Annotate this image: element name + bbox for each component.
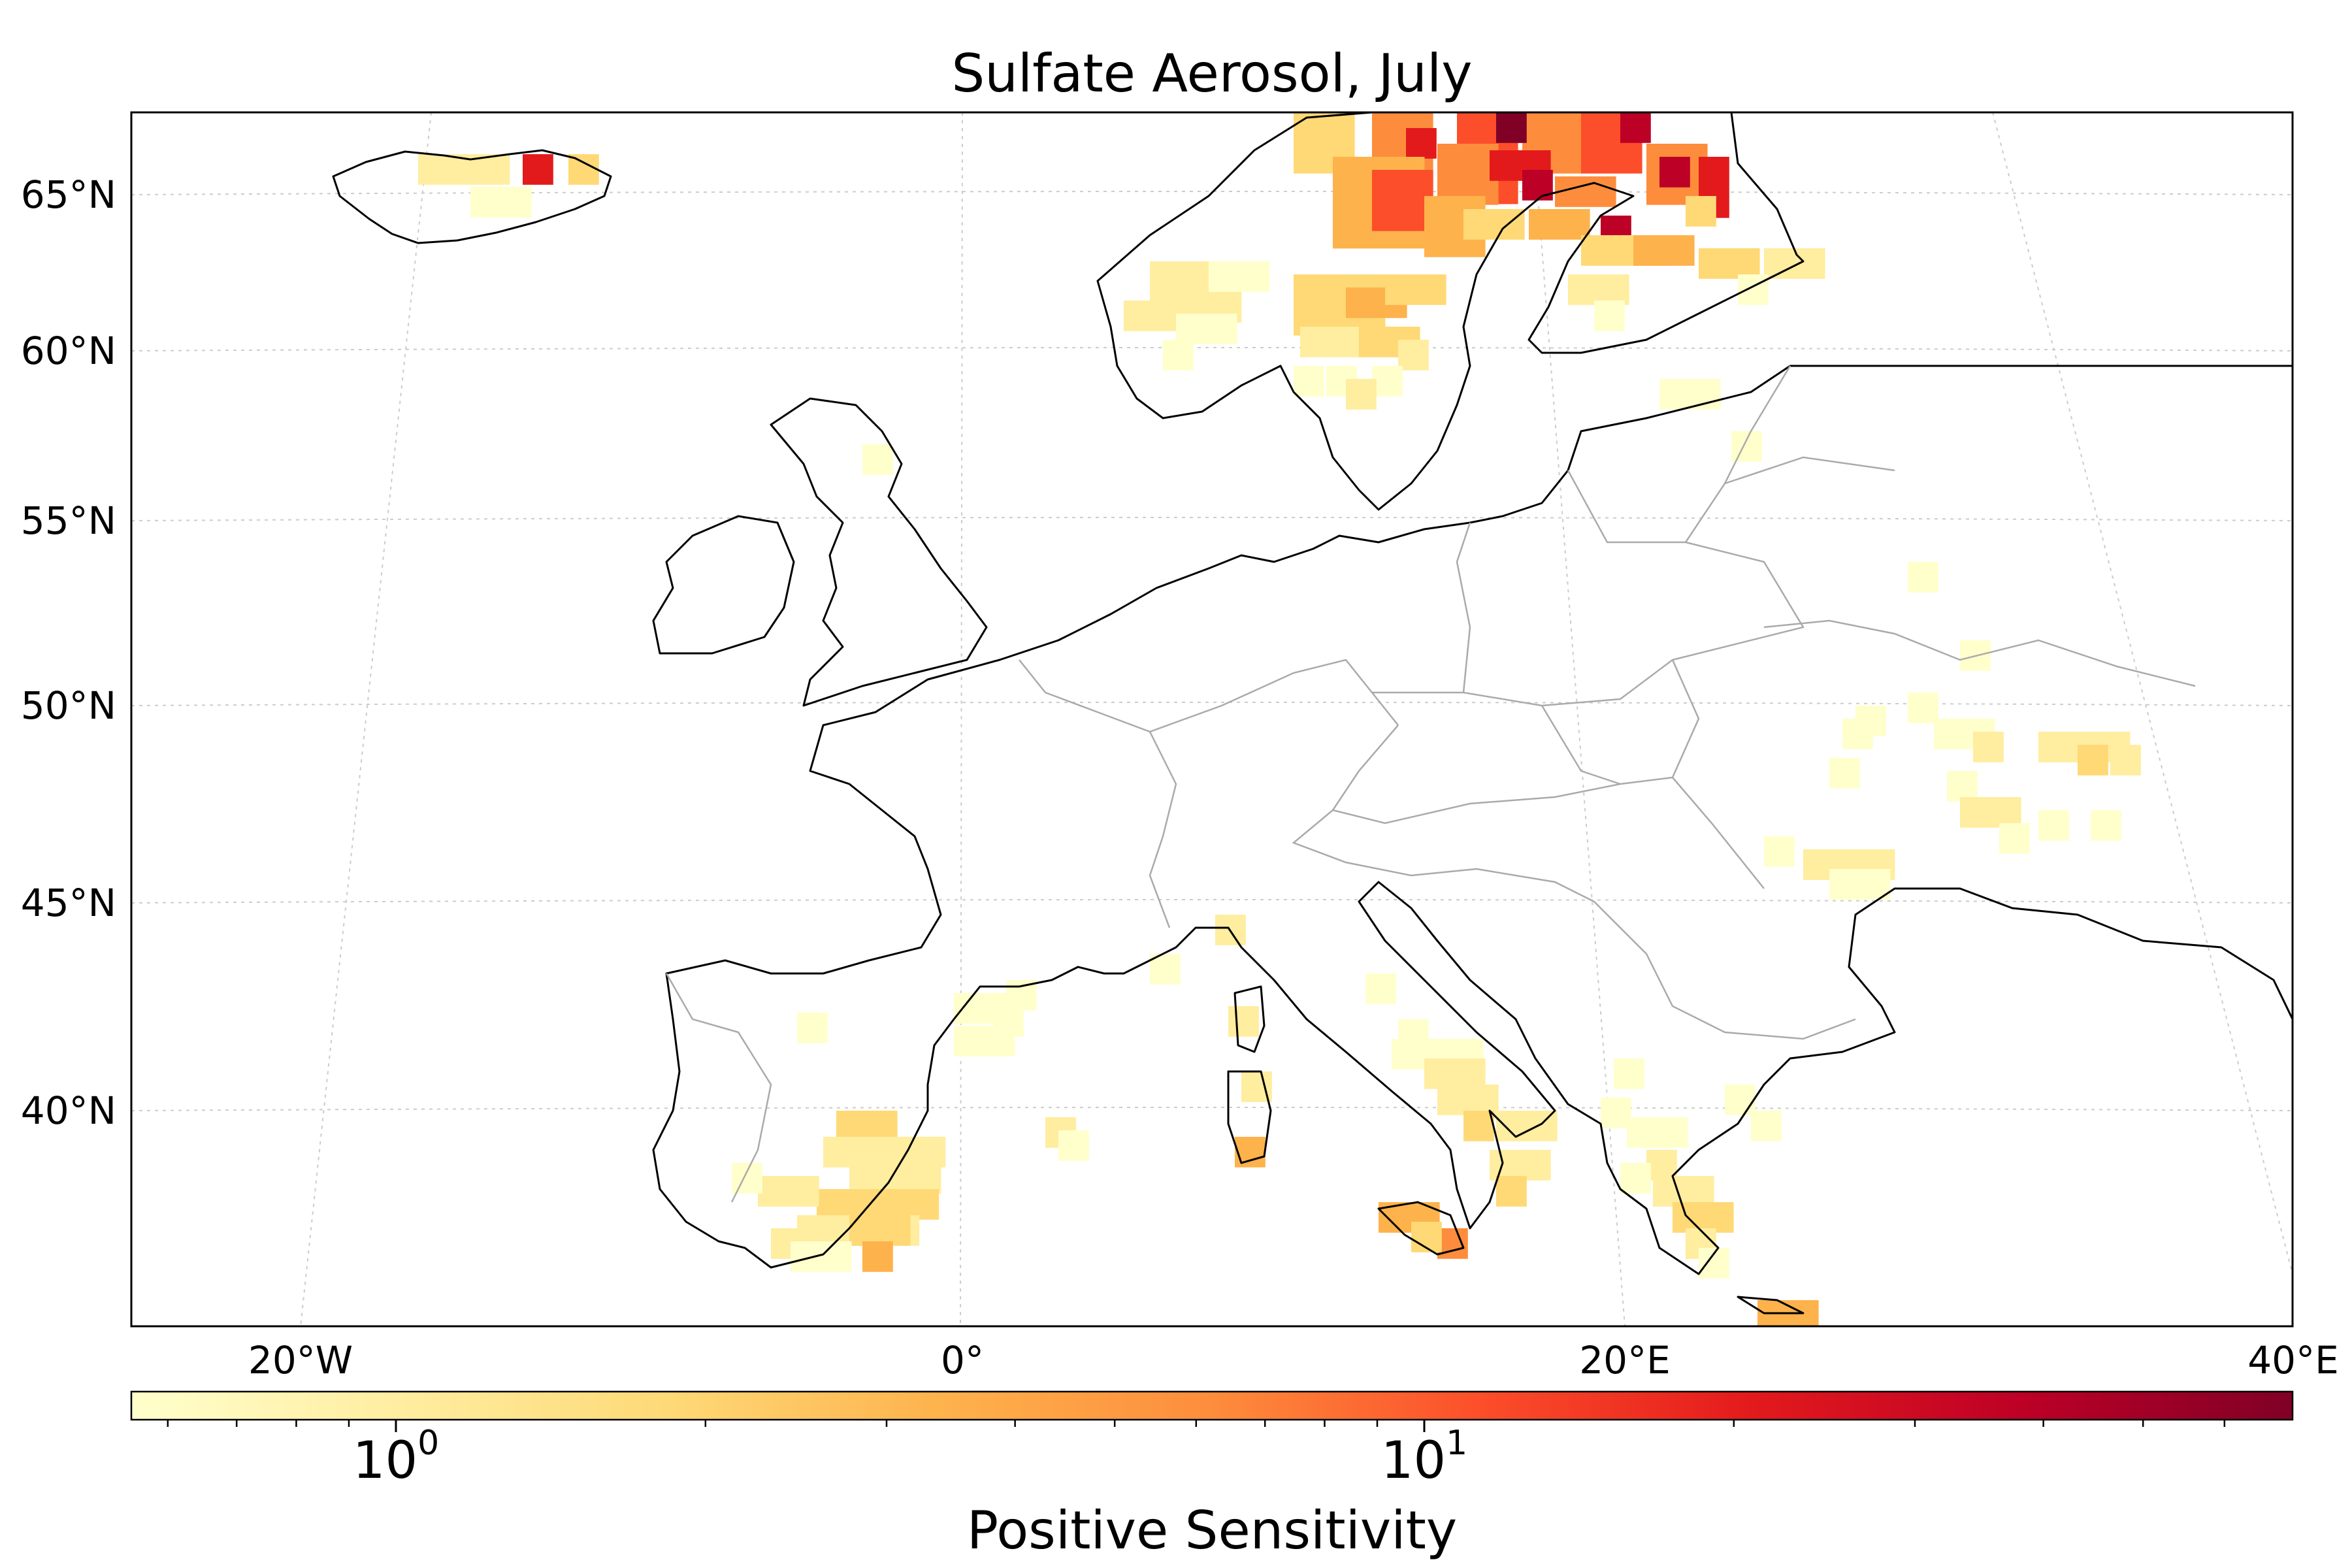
sensitivity-cell xyxy=(1908,693,1938,723)
sensitivity-cell xyxy=(2091,810,2121,841)
sensitivity-cell xyxy=(568,154,599,185)
sensitivity-cell xyxy=(862,1241,893,1272)
sensitivity-cell xyxy=(1437,1085,1499,1115)
sensitivity-cell xyxy=(1568,274,1629,305)
sensitivity-cell xyxy=(1300,327,1362,357)
colorbar-label: Positive Sensitivity xyxy=(967,1500,1457,1561)
sensitivity-cell xyxy=(1209,261,1270,292)
sensitivity-cell xyxy=(1228,1006,1259,1037)
sensitivity-cell xyxy=(1496,1176,1527,1207)
sensitivity-cell xyxy=(1601,1098,1631,1128)
sensitivity-cell xyxy=(1908,562,1938,593)
lon-tick-label: 20°E xyxy=(1579,1338,1670,1382)
colorbar-tick-label: 101 xyxy=(1381,1424,1467,1490)
sensitivity-cell xyxy=(1398,340,1429,370)
lon-tick-label: 40°E xyxy=(2247,1338,2338,1382)
lat-tick-label: 50°N xyxy=(21,683,116,728)
sensitivity-cell xyxy=(1686,196,1716,227)
sensitivity-cell xyxy=(1653,1176,1714,1207)
sensitivity-cell xyxy=(1659,157,1690,188)
sensitivity-cell xyxy=(1725,1085,1756,1115)
sensitivity-cell xyxy=(1365,973,1396,1004)
sensitivity-cell xyxy=(1633,235,1695,266)
lat-tick-label: 40°N xyxy=(21,1088,116,1133)
colorbar-tick-label: 100 xyxy=(353,1424,439,1490)
sensitivity-cell xyxy=(470,187,532,218)
sensitivity-cell xyxy=(1124,301,1185,331)
sensitivity-cell xyxy=(1176,314,1237,344)
sensitivity-cell xyxy=(1829,869,1891,900)
sensitivity-cell xyxy=(1764,248,1825,279)
sensitivity-cell xyxy=(1496,112,1527,143)
sensitivity-cell xyxy=(1424,1058,1486,1089)
sensitivity-cell xyxy=(1406,128,1437,159)
sensitivity-cell xyxy=(2078,745,2108,776)
sensitivity-cell xyxy=(1829,758,1860,789)
lon-tick-labels: 20°W 0° 20°E 40°E xyxy=(248,1338,2339,1382)
lat-tick-labels: 65°N 60°N 55°N 50°N 45°N 40°N xyxy=(21,172,116,1133)
country-borders xyxy=(665,365,2196,1203)
sensitivity-cell xyxy=(849,1215,911,1246)
lat-tick-label: 60°N xyxy=(21,329,116,373)
map-frame xyxy=(130,111,2294,1328)
sensitivity-cell xyxy=(1627,1117,1688,1148)
sensitivity-cell xyxy=(1751,1111,1782,1141)
sensitivity-cell xyxy=(1738,274,1769,305)
lon-tick-label: 0° xyxy=(941,1338,984,1382)
sensitivity-cell xyxy=(849,1163,941,1194)
sensitivity-cell xyxy=(1960,797,2021,828)
sensitivity-cell xyxy=(1620,1163,1651,1194)
sensitivity-cell xyxy=(791,1241,852,1272)
sensitivity-cell xyxy=(732,1163,762,1194)
sensitivity-cell xyxy=(1163,340,1194,370)
sensitivity-cell xyxy=(1973,732,2004,762)
sensitivity-cell xyxy=(1620,112,1651,143)
sensitivity-cell xyxy=(836,1111,898,1141)
sensitivity-cell xyxy=(1999,823,2030,854)
sensitivity-cell xyxy=(862,444,893,475)
colorbar: 100 101 Positive Sensitivity xyxy=(130,1390,2294,1561)
sensitivity-cell xyxy=(1555,176,1616,207)
sensitivity-cell xyxy=(523,154,553,185)
sensitivity-cell xyxy=(993,1006,1024,1037)
sensitivity-cell xyxy=(2038,810,2069,841)
sensitivity-cell xyxy=(1463,1111,1494,1141)
sensitivity-cell xyxy=(1614,1058,1644,1089)
sensitivity-cell xyxy=(2110,745,2141,776)
sensitivity-cell xyxy=(1522,170,1553,201)
sensitivity-cell xyxy=(1372,366,1403,397)
sensitivity-cell xyxy=(1731,431,1762,462)
sensitivity-cell xyxy=(1437,144,1499,205)
sensitivity-cell xyxy=(1659,379,1721,410)
sensitivity-cell xyxy=(1764,836,1795,867)
sensitivity-cell xyxy=(758,1176,819,1207)
sensitivity-cell xyxy=(1346,379,1377,410)
lon-tick-label: 20°W xyxy=(248,1338,353,1382)
lat-tick-label: 65°N xyxy=(21,172,116,217)
sensitivity-cell xyxy=(1947,771,1978,802)
sensitivity-cell xyxy=(1673,1202,1734,1233)
lat-tick-label: 55°N xyxy=(21,498,116,543)
sensitivity-cell xyxy=(1385,274,1446,305)
sensitivity-cell xyxy=(1058,1130,1089,1161)
map-title: Sulfate Aerosol, July xyxy=(951,43,1472,104)
sensitivity-cell xyxy=(1855,706,1886,736)
sensitivity-cell xyxy=(1372,170,1433,231)
colorbar-gradient xyxy=(130,1390,2294,1421)
sensitivity-cell xyxy=(1594,301,1625,331)
lat-tick-label: 45°N xyxy=(21,881,116,925)
sensitivity-cell xyxy=(1496,1111,1558,1141)
sensitivity-cell xyxy=(797,1013,828,1043)
sensitivity-cell xyxy=(1699,248,1760,279)
colorbar-minor-ticks xyxy=(167,1420,2226,1427)
sensitivity-cell xyxy=(823,1137,946,1168)
sensitivity-cell xyxy=(1235,1137,1266,1168)
map-area xyxy=(131,112,2293,1326)
sensitivity-cell xyxy=(1294,366,1324,397)
sensitivity-cell xyxy=(1150,954,1181,985)
coastlines xyxy=(332,112,2293,1315)
sensitivity-cell xyxy=(1463,209,1525,240)
sensitivity-cell xyxy=(1529,209,1590,240)
